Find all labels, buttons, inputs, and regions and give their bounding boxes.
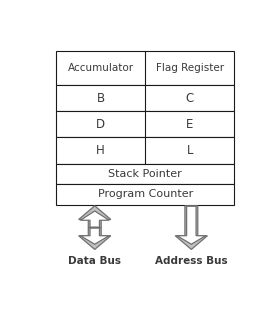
Text: Stack Pointer: Stack Pointer [108, 169, 182, 179]
Polygon shape [79, 228, 111, 249]
Text: Address Bus: Address Bus [155, 256, 228, 266]
Text: Accumulator: Accumulator [68, 63, 134, 73]
Bar [56, 85, 234, 111]
Text: E: E [186, 118, 193, 131]
Polygon shape [175, 206, 207, 249]
Bar [56, 137, 234, 164]
Bar [56, 184, 234, 204]
Bar [56, 164, 234, 184]
Bar [56, 111, 234, 137]
Text: Data Bus: Data Bus [68, 256, 121, 266]
Polygon shape [79, 206, 111, 228]
Text: D: D [96, 118, 105, 131]
Text: L: L [186, 144, 193, 157]
Text: Flag Register: Flag Register [156, 63, 224, 73]
Text: B: B [97, 92, 105, 105]
Bar [56, 51, 234, 85]
Polygon shape [177, 206, 206, 244]
Polygon shape [80, 228, 109, 244]
Text: Program Counter: Program Counter [98, 189, 193, 199]
Polygon shape [80, 211, 109, 227]
Text: C: C [186, 92, 194, 105]
Text: H: H [96, 144, 105, 157]
